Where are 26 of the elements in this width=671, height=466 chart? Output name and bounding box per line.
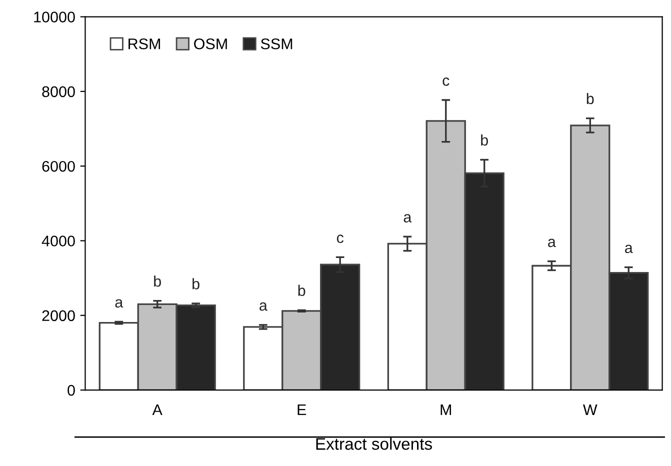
y-tick-label: 6000 bbox=[42, 160, 75, 172]
x-tick-label: W bbox=[583, 404, 598, 416]
y-tick-label: 0 bbox=[68, 384, 75, 396]
x-tick-label: E bbox=[298, 404, 306, 416]
data-label: a bbox=[625, 244, 633, 254]
data-label: a bbox=[548, 238, 556, 248]
x-axis-title: Extract solvents bbox=[316, 438, 432, 450]
x-tick-label: A bbox=[152, 404, 162, 416]
x-tick-label: M bbox=[440, 404, 451, 416]
data-label: b bbox=[154, 275, 161, 287]
data-label: a bbox=[115, 299, 124, 308]
data-label: a bbox=[260, 302, 268, 311]
legend-label: RSM bbox=[128, 38, 160, 50]
data-label: b bbox=[298, 284, 306, 296]
y-tick-label: 4000 bbox=[42, 236, 75, 246]
legend-label: SSM bbox=[260, 38, 292, 50]
data-label: b bbox=[586, 92, 594, 104]
data-label: c bbox=[442, 78, 450, 86]
y-tick-label: 8000 bbox=[42, 86, 75, 98]
data-label: a bbox=[404, 214, 412, 222]
data-label: b bbox=[481, 134, 488, 146]
data-label: b bbox=[192, 278, 200, 290]
y-tick-label: 2000 bbox=[42, 310, 75, 322]
legend-label: OSM bbox=[194, 38, 227, 50]
y-tick-label: 10000 bbox=[34, 12, 75, 22]
data-label: c bbox=[336, 234, 344, 244]
